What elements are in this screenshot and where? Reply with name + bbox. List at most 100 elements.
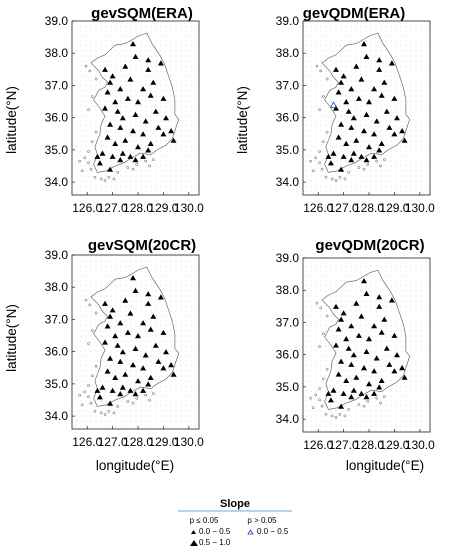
data-point-triangle bbox=[102, 105, 108, 111]
data-point-triangle bbox=[157, 294, 164, 300]
island bbox=[103, 179, 107, 182]
island bbox=[116, 171, 120, 174]
data-point-triangle bbox=[371, 368, 378, 374]
data-point-triangle bbox=[107, 79, 114, 85]
panel-title: gevQDM(ERA) bbox=[303, 5, 406, 22]
data-point-triangle bbox=[114, 342, 121, 348]
island bbox=[311, 169, 315, 173]
island bbox=[334, 179, 338, 182]
data-point-triangle bbox=[340, 73, 347, 79]
data-point-triangle bbox=[163, 349, 169, 355]
data-point-triangle bbox=[343, 140, 350, 146]
data-point-triangle bbox=[358, 153, 365, 159]
data-point-triangle bbox=[338, 79, 345, 85]
data-point-triangle bbox=[109, 307, 116, 313]
data-point-triangle bbox=[145, 291, 152, 297]
island bbox=[83, 156, 87, 160]
island bbox=[93, 409, 97, 413]
data-point-triangle bbox=[348, 323, 355, 329]
data-point-triangle bbox=[102, 339, 108, 345]
island bbox=[131, 401, 135, 405]
island bbox=[343, 177, 347, 181]
data-point-triangle bbox=[127, 153, 134, 159]
data-point-triangle bbox=[383, 108, 390, 114]
data-point-triangle bbox=[348, 394, 355, 400]
x-tick-label: 127.0 bbox=[329, 201, 359, 215]
island bbox=[89, 167, 93, 171]
data-point-triangle bbox=[355, 332, 362, 338]
data-point-triangle bbox=[401, 137, 408, 143]
data-point-triangle bbox=[145, 381, 152, 387]
y-tick-label: 34.0 bbox=[276, 412, 300, 426]
island bbox=[320, 404, 324, 408]
data-point-triangle bbox=[363, 290, 370, 296]
panel-gevsqm-era: gevSQM(ERA) latitude(°N) 126.0127.0128.0… bbox=[4, 5, 204, 215]
island bbox=[311, 406, 315, 410]
data-point-triangle bbox=[145, 57, 152, 63]
data-point-triangle bbox=[122, 137, 129, 143]
data-point-triangle bbox=[401, 374, 408, 380]
island bbox=[319, 69, 323, 73]
data-point-triangle bbox=[132, 287, 139, 293]
axes-frame bbox=[302, 257, 431, 433]
data-point-triangle bbox=[376, 57, 383, 63]
island bbox=[84, 64, 88, 68]
island bbox=[318, 387, 321, 390]
y-axis-label: latitude(°N) bbox=[4, 86, 19, 154]
data-point-triangle bbox=[366, 99, 372, 105]
data-point-triangle bbox=[122, 297, 129, 303]
coastline bbox=[90, 266, 180, 407]
data-point-triangle bbox=[391, 95, 398, 101]
island bbox=[324, 175, 328, 179]
data-point-triangle bbox=[109, 387, 116, 393]
data-point-triangle bbox=[119, 349, 126, 355]
data-point-triangle bbox=[394, 115, 400, 121]
data-point-triangle bbox=[109, 73, 116, 79]
island bbox=[325, 77, 329, 81]
data-point-triangle bbox=[140, 86, 147, 92]
island bbox=[324, 412, 328, 416]
data-point-triangle bbox=[381, 316, 388, 322]
island bbox=[309, 396, 312, 400]
grid bbox=[303, 258, 430, 432]
legend-marker-small-triangle bbox=[191, 530, 196, 534]
data-point-triangle bbox=[391, 368, 398, 374]
island bbox=[320, 167, 324, 171]
data-point-triangle bbox=[345, 108, 352, 114]
data-point-triangle bbox=[150, 313, 157, 319]
data-point-triangle bbox=[96, 160, 103, 166]
island bbox=[151, 158, 155, 161]
data-point-triangle bbox=[107, 121, 114, 127]
data-point-triangle bbox=[376, 66, 383, 72]
data-point-triangle bbox=[157, 60, 164, 66]
y-tick-label: 37.0 bbox=[45, 78, 69, 92]
island bbox=[315, 301, 319, 305]
data-point-triangle bbox=[99, 150, 106, 156]
island bbox=[379, 164, 382, 168]
island bbox=[318, 108, 321, 111]
data-point-triangle bbox=[343, 99, 350, 105]
y-tick-label: 38.0 bbox=[45, 280, 69, 294]
legend-entry-label: 0.0 − 0.5 bbox=[257, 527, 289, 536]
data-point-triangle bbox=[338, 166, 345, 172]
axes-frame bbox=[71, 20, 200, 196]
data-point-triangle bbox=[383, 345, 390, 351]
island bbox=[330, 177, 334, 181]
data-point-triangle bbox=[358, 390, 365, 396]
data-point-triangle bbox=[147, 92, 154, 98]
x-tick-label: 128.0 bbox=[354, 438, 384, 452]
island bbox=[112, 411, 116, 415]
x-tick-label: 130.0 bbox=[405, 201, 435, 215]
data-point-triangle bbox=[325, 153, 332, 159]
data-point-triangle bbox=[386, 124, 393, 130]
data-point-triangle bbox=[140, 153, 147, 159]
island bbox=[315, 64, 319, 68]
data-point-triangle bbox=[142, 118, 149, 124]
y-tick-label: 39.0 bbox=[45, 14, 69, 28]
data-point-triangle bbox=[132, 157, 139, 163]
x-tick-label: 130.0 bbox=[174, 201, 204, 215]
data-point-triangle bbox=[130, 128, 136, 134]
data-point-triangle bbox=[348, 361, 355, 367]
data-point-triangle bbox=[124, 95, 131, 101]
data-point-triangle bbox=[104, 368, 111, 374]
